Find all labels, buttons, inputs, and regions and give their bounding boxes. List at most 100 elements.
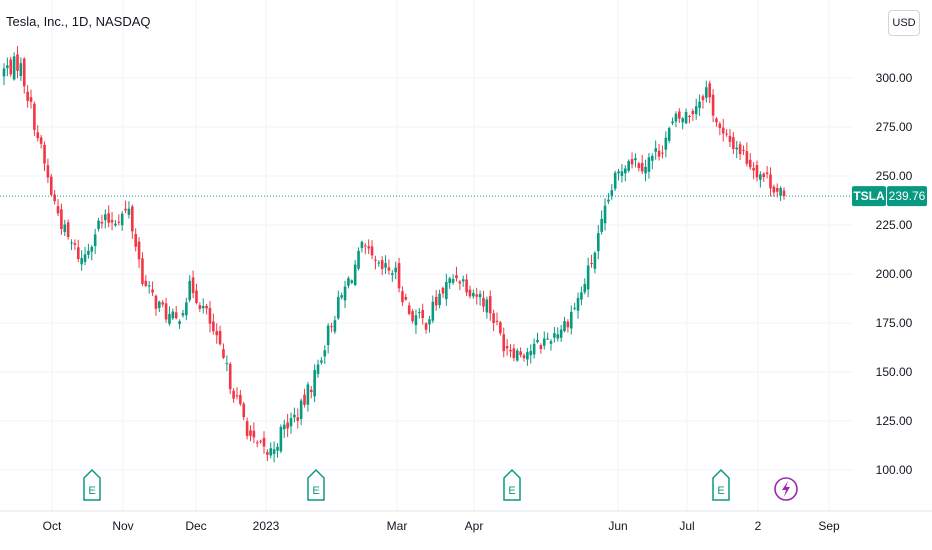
candle-body bbox=[93, 234, 97, 247]
earnings-marker[interactable]: E bbox=[307, 468, 325, 501]
candle-body bbox=[137, 241, 141, 260]
candle-body bbox=[613, 172, 617, 189]
candle-body bbox=[293, 414, 296, 418]
y-tick-label: 100.00 bbox=[876, 463, 913, 477]
candle-body bbox=[100, 221, 104, 224]
candle-body bbox=[262, 437, 266, 447]
candle-body bbox=[313, 369, 316, 397]
candle-body bbox=[586, 265, 590, 290]
candle-body bbox=[158, 301, 161, 308]
candle-body bbox=[66, 222, 70, 238]
candle-body bbox=[748, 159, 752, 168]
candle-body bbox=[39, 137, 43, 144]
candle-body bbox=[485, 299, 489, 313]
candle-body bbox=[198, 305, 202, 309]
y-tick-label: 250.00 bbox=[876, 169, 913, 183]
candle-body bbox=[363, 245, 367, 247]
candle-body bbox=[141, 258, 144, 284]
candle-body bbox=[492, 313, 495, 323]
earnings-marker[interactable]: E bbox=[503, 468, 521, 501]
candle-body bbox=[647, 157, 651, 172]
candle-body bbox=[461, 279, 465, 282]
earnings-label: E bbox=[717, 485, 724, 497]
x-tick-label: Oct bbox=[43, 519, 62, 533]
earnings-marker[interactable]: E bbox=[712, 468, 730, 501]
grid-lines bbox=[0, 0, 852, 511]
candle-body bbox=[445, 281, 448, 300]
candle-body bbox=[455, 275, 458, 279]
price-tag-symbol-bg bbox=[852, 186, 886, 207]
candle-body bbox=[282, 424, 286, 430]
candle-body bbox=[448, 278, 452, 284]
candle-body bbox=[721, 127, 725, 134]
candle-body bbox=[681, 118, 685, 123]
candle-body bbox=[519, 351, 522, 356]
candle-body bbox=[769, 174, 772, 189]
currency-button[interactable]: USD bbox=[888, 10, 920, 36]
candle-body bbox=[168, 314, 171, 324]
candle-body bbox=[411, 311, 414, 322]
candle-body bbox=[215, 331, 219, 336]
candle-body bbox=[556, 334, 560, 339]
candle-body bbox=[532, 343, 536, 355]
x-tick-label: Mar bbox=[387, 519, 408, 533]
candle-body bbox=[97, 220, 100, 229]
candle-body bbox=[428, 319, 431, 325]
x-tick-label: Dec bbox=[185, 519, 206, 533]
candle-body bbox=[374, 259, 377, 261]
candle-body bbox=[738, 144, 742, 155]
candle-body bbox=[245, 421, 249, 437]
candle-body bbox=[495, 320, 499, 322]
candles bbox=[2, 46, 786, 463]
candle-body bbox=[154, 295, 158, 309]
earnings-marker[interactable]: E bbox=[83, 468, 101, 501]
candle-body bbox=[701, 96, 705, 101]
candle-body bbox=[657, 150, 661, 157]
candle-body bbox=[603, 205, 607, 224]
candle-body bbox=[316, 364, 320, 374]
candle-body bbox=[73, 243, 77, 245]
candle-body bbox=[70, 242, 73, 244]
candle-body bbox=[188, 280, 192, 300]
candle-body bbox=[83, 254, 87, 262]
candle-body bbox=[600, 218, 603, 232]
candle-body bbox=[360, 241, 364, 248]
candle-body bbox=[755, 165, 759, 178]
candle-body bbox=[289, 418, 293, 427]
candle-body bbox=[488, 296, 492, 314]
candle-body bbox=[640, 162, 644, 172]
candle-body bbox=[124, 208, 127, 211]
candle-body bbox=[512, 348, 516, 359]
candle-body bbox=[671, 121, 674, 124]
candle-body bbox=[684, 111, 688, 124]
candle-body bbox=[357, 250, 360, 269]
candle-body bbox=[174, 312, 178, 319]
candle-body bbox=[441, 287, 445, 294]
candle-body bbox=[80, 258, 83, 265]
candle-body bbox=[255, 442, 259, 444]
candle-body bbox=[333, 320, 337, 332]
candle-body bbox=[46, 165, 50, 178]
candle-body bbox=[49, 176, 53, 195]
candle-body bbox=[144, 280, 148, 286]
lightning-icon[interactable] bbox=[774, 477, 798, 501]
candle-body bbox=[228, 363, 232, 389]
candle-body bbox=[208, 308, 212, 324]
candle-body bbox=[164, 303, 168, 320]
candle-body bbox=[22, 58, 26, 87]
candle-body bbox=[12, 56, 16, 80]
y-tick-label: 150.00 bbox=[876, 365, 913, 379]
y-tick-label: 200.00 bbox=[876, 267, 913, 281]
candle-body bbox=[171, 311, 175, 319]
candle-body bbox=[131, 206, 134, 232]
candle-body bbox=[765, 172, 769, 174]
candle-body bbox=[414, 315, 418, 326]
candle-body bbox=[529, 350, 533, 356]
candle-body bbox=[343, 286, 347, 301]
candle-body bbox=[353, 264, 357, 285]
candle-body bbox=[634, 158, 637, 161]
y-tick-label: 225.00 bbox=[876, 218, 913, 232]
candle-body bbox=[26, 91, 29, 101]
